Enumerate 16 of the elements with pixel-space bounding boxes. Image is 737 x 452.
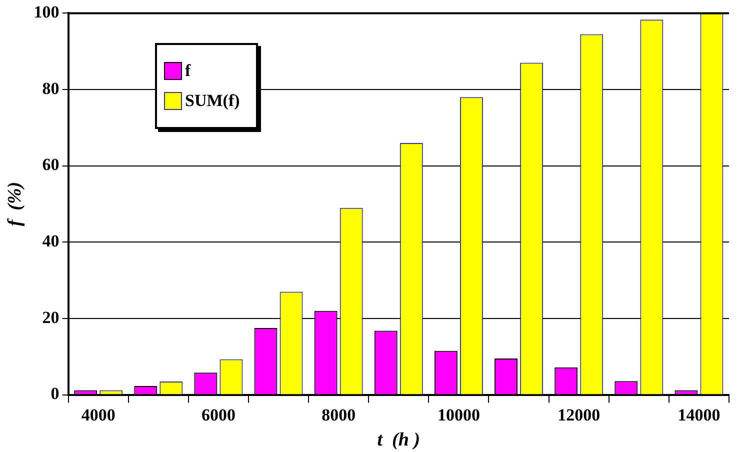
y-axis-title: f (%) <box>4 182 26 226</box>
x-tick-label: 8000 <box>322 405 356 424</box>
y-tick-label: 80 <box>42 78 60 98</box>
legend-label: SUM(f) <box>185 91 240 111</box>
y-tick-label: 40 <box>42 232 60 251</box>
y-tick-label: 0 <box>50 384 60 404</box>
x-tick-label: 4000 <box>81 405 116 424</box>
x-tick-label: 12000 <box>558 405 600 424</box>
x-tick-label: 14000 <box>678 405 720 424</box>
x-axis-title: t (h ) <box>377 430 420 451</box>
y-tick-label: 20 <box>42 308 60 327</box>
x-tick-label: 10000 <box>437 405 480 424</box>
legend-label: f <box>185 61 191 81</box>
y-tick-label: 60 <box>42 155 60 174</box>
y-tick-label: 100 <box>34 2 60 22</box>
x-tick-label: 6000 <box>201 405 236 424</box>
